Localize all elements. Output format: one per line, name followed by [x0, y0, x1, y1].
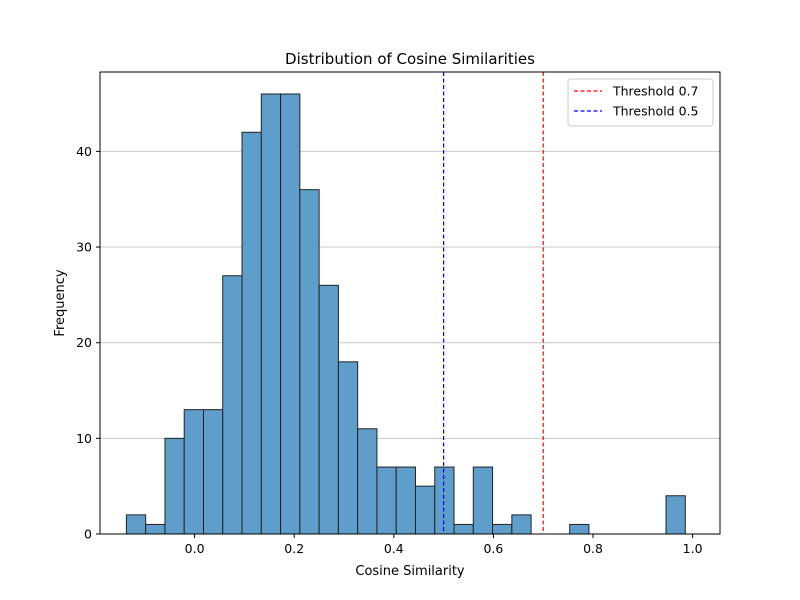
histogram-bar-15	[414, 485, 436, 535]
histogram-bar-0	[125, 514, 147, 535]
x-tick-label-5: 1.0	[683, 541, 703, 556]
histogram-bar-1	[145, 523, 166, 535]
threshold-layer	[443, 72, 544, 534]
y-tick-label-2: 20	[76, 335, 92, 350]
bars-layer	[125, 93, 686, 535]
y-axis-ticks: 0 10 20 30 40	[76, 144, 100, 542]
histogram-bar-4	[202, 409, 224, 535]
y-axis-label: Frequency	[53, 269, 68, 336]
histogram-bar-23	[569, 523, 590, 535]
histogram-bar-5	[222, 275, 243, 535]
x-tick-label-2: 0.4	[384, 541, 404, 556]
legend-label-threshold-07: Threshold 0.7	[612, 84, 698, 99]
histogram-bar-8	[280, 93, 301, 535]
y-tick-label-4: 40	[76, 144, 92, 159]
legend-box	[567, 78, 714, 127]
y-tick-label-3: 30	[76, 240, 92, 255]
histogram-bar-17	[453, 523, 474, 535]
x-tick-label-3: 0.6	[483, 541, 503, 556]
x-tick-label-0: 0.0	[185, 541, 205, 556]
histogram-bar-3	[183, 409, 204, 535]
histogram-bar-13	[376, 466, 397, 535]
histogram-bar-6	[241, 131, 262, 535]
x-tick-label-1: 0.2	[284, 541, 304, 556]
histogram-bar-2	[164, 437, 185, 535]
histogram-bar-7	[260, 93, 282, 535]
plot-frame	[99, 71, 721, 535]
x-tick-label-4: 0.8	[583, 541, 603, 556]
histogram-bar-14	[395, 466, 416, 535]
chart-title: Distribution of Cosine Similarities	[285, 50, 535, 68]
histogram-bar-19	[492, 523, 513, 535]
histogram-bar-10	[318, 284, 339, 535]
legend-label-threshold-05: Threshold 0.5	[612, 104, 698, 119]
histogram-bar-12	[357, 428, 378, 535]
y-tick-label-1: 10	[76, 431, 92, 446]
legend: Threshold 0.7 Threshold 0.5	[567, 78, 714, 127]
histogram-bar-28	[665, 495, 686, 535]
histogram-bar-16	[434, 466, 455, 535]
histogram-bar-18	[472, 466, 494, 535]
y-tick-label-0: 0	[84, 527, 92, 542]
x-axis-label: Cosine Similarity	[355, 564, 465, 579]
histogram-bar-20	[511, 514, 532, 535]
histogram-bar-11	[337, 361, 359, 535]
x-axis-ticks: 0.0 0.2 0.4 0.6 0.8 1.0	[185, 534, 703, 556]
histogram-bar-9	[299, 189, 320, 535]
grid-layer	[100, 150, 720, 439]
